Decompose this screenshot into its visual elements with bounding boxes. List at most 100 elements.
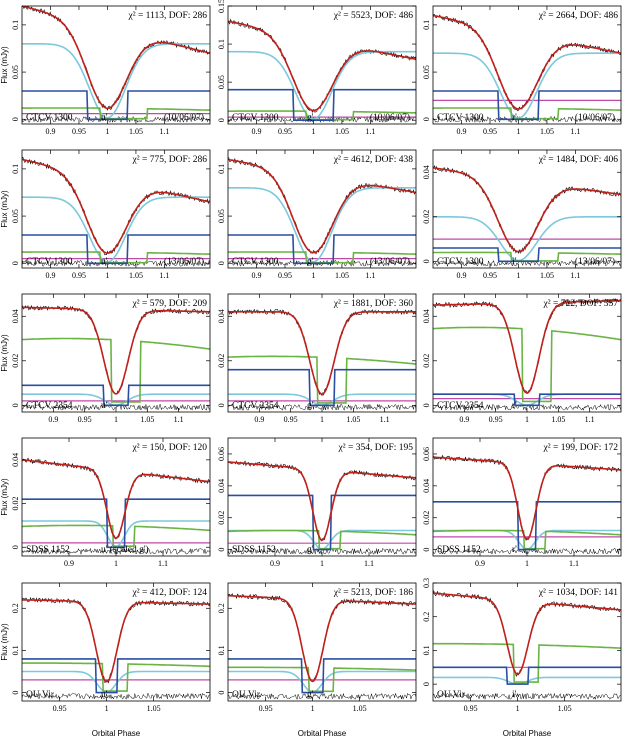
x-tick-label: 1 — [525, 559, 529, 568]
x-tick-label: 1.05 — [147, 704, 161, 713]
disc-curve — [22, 43, 210, 119]
data-lightcurve — [228, 157, 416, 255]
x-tick-label: 1.05 — [551, 415, 565, 424]
x-tick-label: 0.9 — [48, 415, 58, 424]
x-tick-label: 1.1 — [570, 127, 580, 136]
x-tick-label: 0.95 — [278, 127, 292, 136]
bright-spot-curve — [433, 529, 621, 550]
data-lightcurve — [433, 590, 621, 677]
x-tick-label: 1 — [114, 559, 118, 568]
y-axis-title: Flux (mJy) — [0, 478, 9, 516]
plot-area — [22, 596, 210, 700]
band-label: g' — [307, 257, 314, 267]
band-label: i' — [512, 690, 517, 700]
x-tick-label: 1 — [105, 271, 109, 280]
y-tick-label: 0 — [217, 691, 226, 695]
x-tick-label: 1 — [114, 415, 118, 424]
white-dwarf-curve — [22, 234, 210, 265]
y-tick-label: 0.04 — [422, 309, 431, 323]
bright-spot-curve — [433, 326, 621, 403]
model-fit-curve — [433, 592, 621, 675]
panel-4-2: 0 0.1 0.2 0.3 0.95 1 1.05 χ² = 1034, DOF: 141 OU… — [422, 578, 622, 738]
y-tick-label: 0 — [11, 117, 20, 121]
y-tick-label: 0 — [422, 117, 431, 121]
x-tick-label: 0.9 — [251, 127, 261, 136]
x-tick-label: 1.05 — [346, 415, 360, 424]
y-tick-label: 0.04 — [217, 479, 226, 493]
object-label: CTCV 2354 — [232, 401, 279, 411]
object-label: SDSS 1152 — [232, 545, 276, 555]
x-tick-label: 1 — [525, 415, 529, 424]
x-tick-label: 0.9 — [45, 271, 55, 280]
y-tick-label: 0.04 — [422, 165, 431, 179]
object-label: CTCV 1300 — [232, 113, 279, 123]
x-tick-label: 0.9 — [251, 271, 261, 280]
model-fit-curve — [433, 299, 621, 394]
panel-frame — [227, 582, 417, 702]
x-tick-label: 0.95 — [53, 704, 67, 713]
bright-spot-curve — [22, 337, 210, 403]
x-tick-label: 1 — [311, 704, 315, 713]
x-tick-label: 0.9 — [254, 415, 264, 424]
date-label: (13/06/07) — [575, 256, 615, 267]
chi2-label: χ² = 4612, DOF: 438 — [333, 155, 413, 165]
object-label: OU Vir — [232, 690, 261, 700]
panel-2-2: 0 0.02 0.04 0.9 0.95 1 1.05 1.1 χ² = 722, DOF: 3… — [422, 293, 622, 424]
white-dwarf-curve — [22, 498, 210, 549]
white-dwarf-curve — [433, 90, 621, 121]
x-tick-label: 0.95 — [259, 704, 273, 713]
residuals — [228, 692, 416, 701]
plot-area — [228, 460, 416, 555]
x-tick-label: 1 — [516, 271, 520, 280]
x-axis-title: Orbital Phase — [92, 729, 141, 738]
x-tick-label: 1.05 — [353, 704, 367, 713]
panel-frame — [227, 149, 417, 269]
disc-curve — [22, 670, 210, 693]
plot-area — [228, 157, 416, 267]
model-fit-curve — [228, 158, 416, 254]
x-tick-label: 1.05 — [129, 127, 143, 136]
panel-0-2: 0 0.05 0.1 0.9 0.95 1 1.05 1.1 χ² = 2664, DOF: 4… — [422, 5, 622, 136]
x-tick-label: 0.95 — [278, 271, 292, 280]
band-label: i' — [512, 257, 517, 267]
panel-frame — [21, 5, 211, 125]
y-tick-label: 0.2 — [11, 603, 20, 613]
chi2-label: χ² = 1484, DOF: 406 — [538, 155, 618, 165]
x-tick-label: 1.1 — [570, 271, 580, 280]
x-tick-label: 0.9 — [456, 271, 466, 280]
model-fit-curve — [433, 14, 621, 110]
y-tick-label: 0 — [422, 259, 431, 263]
band-label: g' — [307, 401, 314, 411]
x-tick-label: 0.95 — [72, 271, 86, 280]
disc-curve — [228, 187, 416, 263]
plot-area — [22, 304, 210, 412]
panel-frame — [432, 582, 622, 702]
white-dwarf-curve — [228, 234, 416, 265]
y-tick-label: 0.05 — [422, 65, 431, 79]
x-tick-label: 1 — [516, 127, 520, 136]
panel-1-0: 0 0.05 0.1 0.9 0.95 1 1.05 1.1 χ² = 775, DOF: 28… — [0, 149, 211, 280]
object-label: CTCV 1300 — [26, 257, 73, 267]
panel-1-2: 0 0.02 0.04 0.9 0.95 1 1.05 1.1 χ² = 1484, DOF: … — [422, 149, 622, 280]
object-label: CTCV 1300 — [437, 257, 484, 267]
date-label: (10/06/07) — [164, 112, 204, 123]
panel-4-0: 0 0.1 0.2 0.95 1 1.05 χ² = 412, DOF: 124 OU Vir… — [0, 582, 211, 738]
y-tick-label: 0.15 — [217, 0, 226, 13]
y-tick-label: 0.1 — [217, 39, 226, 49]
model-fit-curve — [22, 599, 210, 683]
y-tick-label: 0.06 — [217, 447, 226, 461]
y-tick-label: 0 — [11, 545, 20, 549]
x-tick-label: 1.1 — [158, 559, 168, 568]
residuals — [22, 692, 210, 700]
date-label: (10/06/07) — [370, 112, 410, 123]
bright-spot-curve — [228, 666, 416, 693]
model-fit-curve — [228, 461, 416, 541]
y-tick-label: 0.04 — [11, 309, 20, 323]
data-lightcurve — [228, 460, 416, 542]
y-tick-label: 0.02 — [422, 354, 431, 368]
chi2-label: χ² = 354, DOF: 195 — [338, 443, 414, 453]
y-tick-label: 0 — [217, 118, 226, 122]
band-label: u' — [101, 113, 108, 123]
x-tick-label: 0.9 — [64, 559, 74, 568]
band-label: r' — [512, 545, 517, 555]
